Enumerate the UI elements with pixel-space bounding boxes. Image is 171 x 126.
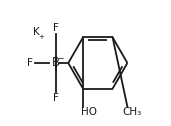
Text: +: + <box>38 34 44 40</box>
Text: F: F <box>27 58 33 68</box>
Text: CH₃: CH₃ <box>123 107 142 117</box>
Text: −: − <box>57 54 64 63</box>
Text: B: B <box>52 56 60 70</box>
Text: HO: HO <box>81 107 97 117</box>
Text: K: K <box>33 27 40 37</box>
Text: F: F <box>53 92 59 103</box>
Text: F: F <box>53 23 59 34</box>
